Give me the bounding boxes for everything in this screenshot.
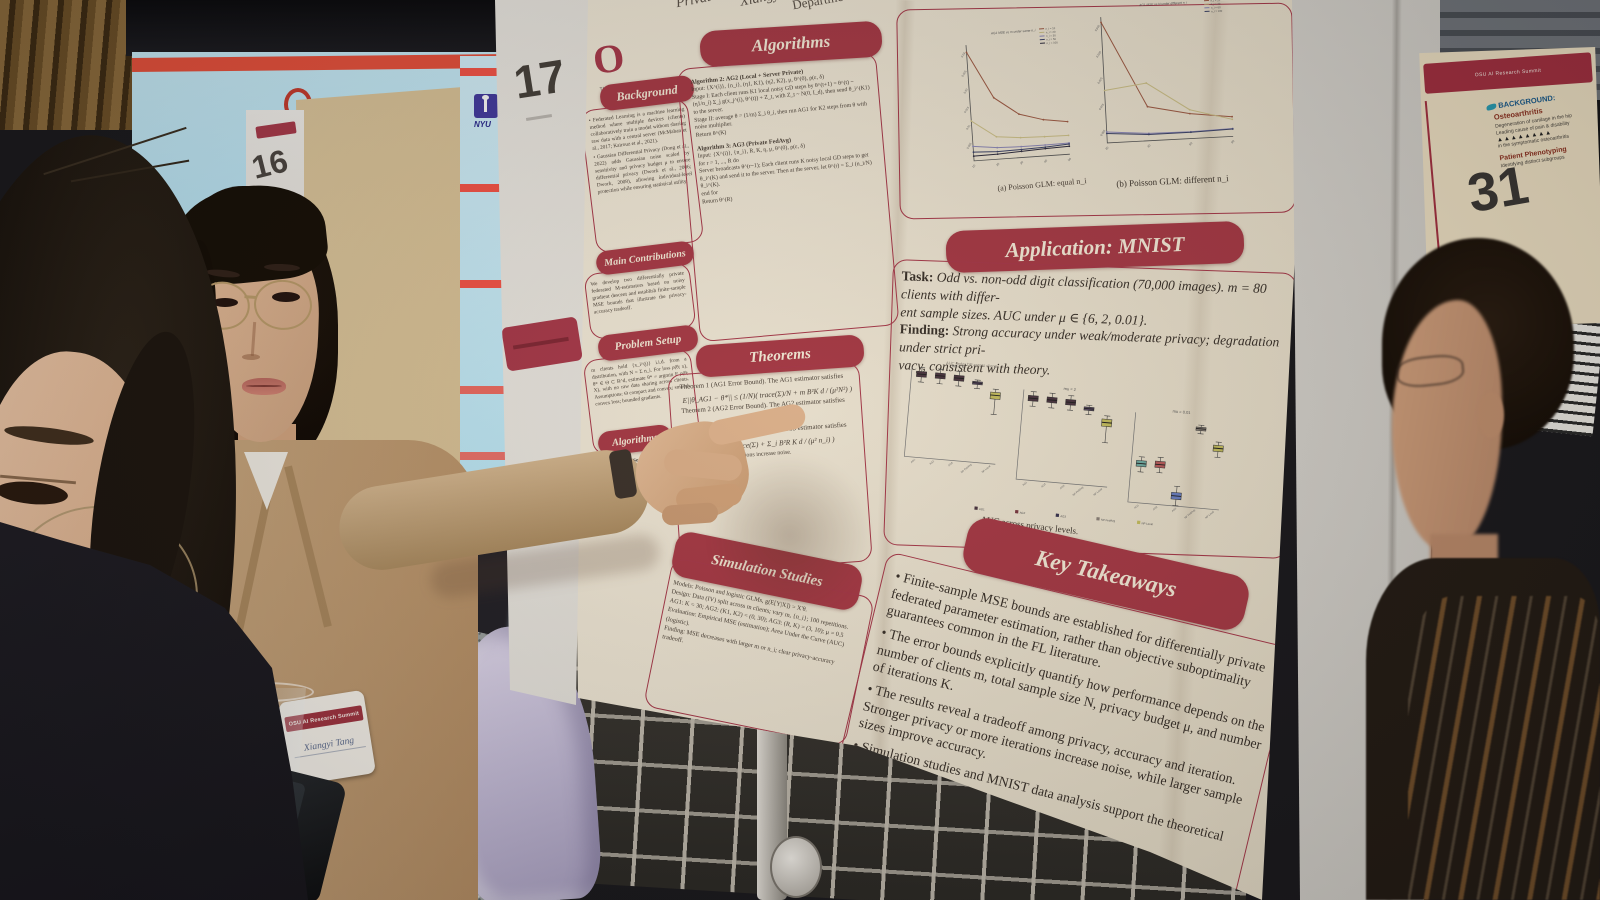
svg-text:n_i = 20: n_i = 20 [1046, 30, 1056, 35]
svg-text:0.03: 0.03 [960, 51, 966, 58]
auc-boxplot-chart: mu = 6 AG1 AG2 AG3 NP FedAvg NP Local mu = 2 AG… [903, 363, 1224, 526]
board-17-red-bar-inner [512, 336, 569, 350]
svg-text:n_i = 30: n_i = 30 [1046, 33, 1056, 38]
presenter-eye-left [212, 298, 238, 307]
board-17-number: 17 [510, 49, 569, 109]
svg-text:n_i = 40: n_i = 40 [1211, 2, 1221, 7]
svg-text:NP Local: NP Local [981, 464, 992, 474]
svg-text:NP FedAvg: NP FedAvg [1101, 518, 1116, 523]
poisson-line-chart-b: 0.005 0.015 0.025 0.035 0.045 20 40 60 80 n_i = 2… [1094, 0, 1236, 151]
wood-slat-wall [0, 0, 150, 130]
svg-text:n_i = 100: n_i = 100 [1211, 9, 1223, 14]
person-right-jacket [1366, 558, 1600, 900]
poster-31-red-rule [1424, 100, 1441, 261]
board-16-number: 16 [248, 142, 292, 186]
nyu-logo [474, 94, 498, 118]
presenter-eye-right [272, 292, 300, 302]
svg-text:mu = 2: mu = 2 [1063, 386, 1077, 392]
svg-text:n_i = 100: n_i = 100 [1046, 40, 1058, 45]
svg-text:0.045: 0.045 [1094, 24, 1101, 32]
svg-text:10: 10 [971, 163, 976, 168]
bg-swoosh-icon [1486, 103, 1497, 111]
svg-text:n_i = 20: n_i = 20 [1210, 0, 1220, 3]
background-text: • Federated Learning is a machine learni… [589, 106, 694, 196]
svg-text:NP Local: NP Local [1204, 510, 1215, 520]
board-17-subtext-mark [525, 113, 553, 122]
svg-text:AG2: AG2 [1019, 511, 1025, 516]
svg-text:0.005: 0.005 [1099, 129, 1106, 137]
algorithms-text: Algorithm 2: AG2 (Local + Server Private… [690, 62, 883, 207]
svg-text:0.02: 0.02 [963, 87, 969, 94]
svg-text:AG2: AG2 [1040, 482, 1047, 489]
svg-text:AG2: AG2 [928, 459, 935, 466]
nyu-screen-red-bar [460, 452, 514, 460]
svg-text:50: 50 [1067, 157, 1072, 162]
svg-text:0.025: 0.025 [1096, 76, 1103, 84]
task-label: Task: [901, 268, 934, 285]
svg-text:n_i = 50: n_i = 50 [1046, 37, 1056, 42]
presenter-nostril-shadow [242, 354, 260, 360]
poisson-line-chart-a: 0.005 0.01 0.015 0.02 0.025 0.03 10 20 30 40 50 n_i… [960, 26, 1072, 169]
glasses-lens-right [252, 277, 314, 332]
svg-text:NP FedAvg: NP FedAvg [960, 462, 973, 474]
svg-text:40: 40 [1043, 158, 1048, 163]
svg-text:AG1: AG1 [1133, 503, 1140, 510]
svg-text:0.035: 0.035 [1095, 50, 1102, 58]
person-right-ear [1478, 392, 1504, 438]
svg-text:AG2: AG2 [1152, 505, 1159, 512]
stand-clamp-disc [770, 836, 822, 898]
poster-author-fragment: Xiangy [739, 0, 781, 11]
poster-title-fragment: Privat [674, 0, 713, 12]
presenter-folded-finger [661, 502, 719, 526]
osu-block-o-icon: O [590, 34, 628, 83]
nyu-screen-red-bar [460, 386, 514, 394]
svg-text:AG1 MSE vs m under same n_i: AG1 MSE vs m under same n_i [990, 28, 1036, 35]
nyu-screen-red-bar [460, 280, 514, 288]
svg-text:0.01: 0.01 [965, 123, 971, 130]
svg-text:AG3: AG3 [1059, 483, 1066, 490]
poster-31-banner-text: OSU AI Research Summit [1474, 67, 1542, 79]
nyu-screen-red-bar [460, 184, 514, 192]
svg-text:0.005: 0.005 [966, 142, 973, 150]
svg-text:n_i = 60: n_i = 60 [1211, 5, 1221, 10]
svg-text:AG1: AG1 [910, 457, 917, 464]
svg-text:mu = 0.01: mu = 0.01 [1172, 409, 1191, 416]
presenter-mouth-line [246, 385, 282, 387]
svg-text:AG3: AG3 [1171, 506, 1178, 513]
svg-text:60: 60 [1188, 141, 1193, 146]
svg-text:30: 30 [1019, 160, 1024, 165]
svg-text:NP Local: NP Local [1092, 487, 1103, 497]
svg-text:80: 80 [1230, 139, 1235, 144]
finding-label: Finding: [899, 321, 950, 339]
svg-text:AG3: AG3 [1060, 514, 1066, 519]
svg-text:AG1: AG1 [1021, 480, 1028, 487]
svg-text:NP Local: NP Local [1141, 521, 1153, 526]
person-right-striped-shirt [1408, 596, 1600, 900]
svg-text:NP FedAvg: NP FedAvg [1072, 485, 1085, 497]
svg-text:0.015: 0.015 [963, 105, 970, 113]
nyu-torch-icon [484, 98, 487, 112]
svg-text:AG1: AG1 [979, 507, 985, 512]
poster-31-content: BACKGROUND: Osteoarthritis Degeneration … [1486, 88, 1599, 169]
svg-text:NP FedAvg: NP FedAvg [1183, 508, 1196, 520]
svg-text:AG1 MSE vs N under different n: AG1 MSE vs N under different n_i [1138, 1, 1187, 8]
board-16-red-bar [255, 121, 297, 139]
svg-text:AG3: AG3 [947, 461, 954, 468]
svg-text:mu = 6: mu = 6 [952, 363, 966, 369]
svg-text:20: 20 [995, 162, 1000, 167]
svg-text:20: 20 [1104, 145, 1109, 150]
board-17-red-bar [501, 316, 583, 372]
svg-text:40: 40 [1146, 143, 1151, 148]
poster-31-banner: OSU AI Research Summit [1423, 52, 1593, 94]
screen-top-stripe [131, 54, 515, 72]
nyu-label: NYU [474, 120, 491, 129]
nyu-torch-flame-icon [482, 95, 489, 100]
nyu-screen-red-bar [460, 68, 514, 76]
svg-text:n_i = 10: n_i = 10 [1045, 26, 1055, 31]
poster-affiliation-fragment: Departme [791, 0, 845, 13]
svg-text:0.025: 0.025 [960, 69, 967, 77]
svg-text:0.015: 0.015 [1098, 102, 1105, 110]
